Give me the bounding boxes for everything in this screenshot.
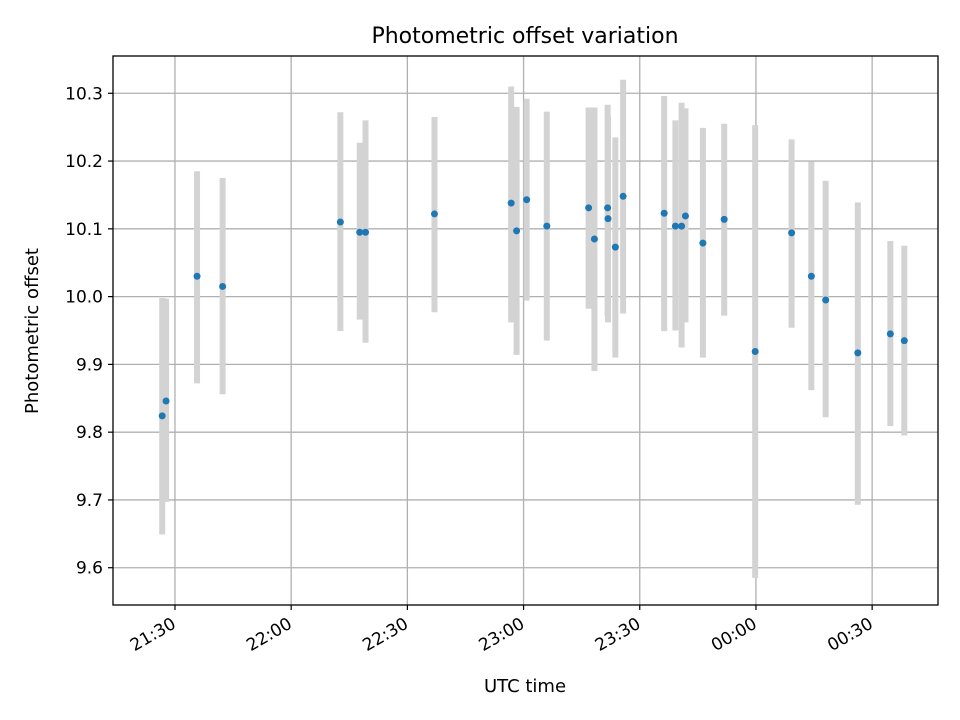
data-point xyxy=(678,222,686,230)
y-tick-label: 9.8 xyxy=(76,423,103,443)
data-point xyxy=(854,349,862,357)
data-point xyxy=(699,239,707,247)
data-point xyxy=(585,204,593,212)
x-axis-title: UTC time xyxy=(484,676,566,697)
data-point xyxy=(900,337,908,345)
data-point xyxy=(430,210,438,218)
plot-frame xyxy=(112,55,939,606)
y-tick-label: 9.7 xyxy=(76,491,103,511)
data-point xyxy=(681,212,689,220)
data-point xyxy=(523,196,531,204)
data-point xyxy=(362,228,370,236)
data-point xyxy=(219,282,227,290)
data-point xyxy=(720,215,728,223)
y-tick-label: 10.0 xyxy=(65,288,103,308)
y-axis-title: Photometric offset xyxy=(22,248,43,414)
data-point xyxy=(788,229,796,237)
y-tick-label: 9.9 xyxy=(76,355,103,375)
data-point xyxy=(604,215,612,223)
data-point xyxy=(619,192,627,200)
data-point xyxy=(590,235,598,243)
data-point xyxy=(336,218,344,226)
data-point xyxy=(822,296,830,304)
data-point xyxy=(507,199,515,207)
data-point xyxy=(162,397,170,405)
data-point xyxy=(807,272,815,280)
data-point xyxy=(660,209,668,217)
data-point xyxy=(671,222,679,230)
data-point xyxy=(611,243,619,251)
y-tick-label: 9.6 xyxy=(76,559,103,579)
data-point xyxy=(543,222,551,230)
data-point xyxy=(193,272,201,280)
data-point xyxy=(751,348,759,356)
y-tick-label: 10.3 xyxy=(65,84,103,104)
y-tick-label: 10.2 xyxy=(65,152,103,172)
y-tick-label: 10.1 xyxy=(65,220,103,240)
data-point xyxy=(513,227,521,235)
chart-title: Photometric offset variation xyxy=(371,24,678,49)
data-point xyxy=(158,412,166,420)
data-point xyxy=(604,204,612,212)
data-point xyxy=(356,228,364,236)
data-point xyxy=(886,330,894,338)
y-axis-ticks: 9.6 9.7 9.8 9.9 10.0 10.1 10.2 10.3 xyxy=(65,84,113,579)
data-points xyxy=(158,192,908,420)
